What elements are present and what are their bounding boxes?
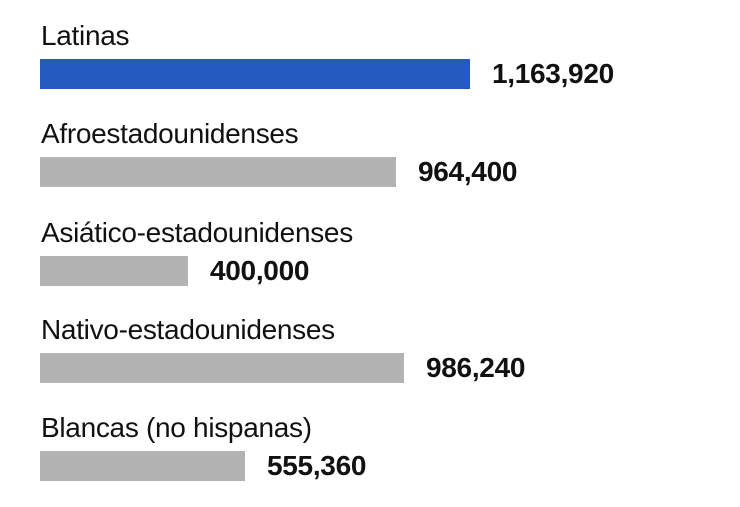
category-label: Blancas (no hispanas) — [41, 412, 312, 443]
bar-row-0: Latinas 1,163,920 — [40, 19, 730, 109]
bar — [40, 353, 404, 383]
category-label: Asiático-estadounidenses — [41, 217, 353, 248]
bar — [40, 451, 245, 481]
bar-row-1: Afroestadounidenses 964,400 — [40, 117, 730, 207]
value-label: 400,000 — [210, 255, 310, 286]
bar — [40, 59, 470, 89]
category-label: Latinas — [41, 20, 130, 51]
bar — [40, 256, 188, 286]
category-label: Afroestadounidenses — [41, 118, 299, 149]
value-label: 1,163,920 — [492, 58, 614, 89]
value-label: 555,360 — [267, 450, 367, 481]
value-label: 986,240 — [426, 352, 526, 383]
value-label: 964,400 — [418, 156, 518, 187]
category-label: Nativo-estadounidenses — [41, 314, 335, 345]
bar-row-3: Nativo-estadounidenses 986,240 — [40, 313, 730, 403]
bar — [40, 157, 396, 187]
bar-row-2: Asiático-estadounidenses 400,000 — [40, 216, 730, 306]
bar-row-4: Blancas (no hispanas) 555,360 — [40, 411, 730, 501]
